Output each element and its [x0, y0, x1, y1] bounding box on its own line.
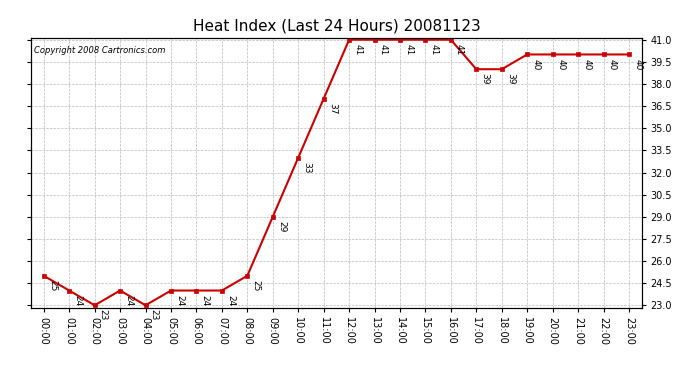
Text: 41: 41: [455, 44, 464, 55]
Text: 41: 41: [353, 44, 362, 55]
Text: 40: 40: [531, 58, 540, 70]
Text: 40: 40: [608, 58, 617, 70]
Text: 29: 29: [277, 221, 286, 232]
Text: 24: 24: [73, 295, 82, 306]
Title: Heat Index (Last 24 Hours) 20081123: Heat Index (Last 24 Hours) 20081123: [193, 18, 480, 33]
Text: 25: 25: [48, 280, 57, 291]
Text: 33: 33: [302, 162, 311, 173]
Text: 41: 41: [430, 44, 439, 55]
Text: 37: 37: [328, 103, 337, 114]
Text: 23: 23: [150, 309, 159, 321]
Text: 39: 39: [506, 74, 515, 85]
Text: 39: 39: [480, 74, 489, 85]
Text: 25: 25: [251, 280, 261, 291]
Text: 41: 41: [379, 44, 388, 55]
Text: 24: 24: [201, 295, 210, 306]
Text: 40: 40: [557, 58, 566, 70]
Text: Copyright 2008 Cartronics.com: Copyright 2008 Cartronics.com: [34, 46, 166, 55]
Text: 23: 23: [99, 309, 108, 321]
Text: 24: 24: [226, 295, 235, 306]
Text: 40: 40: [582, 58, 591, 70]
Text: 24: 24: [124, 295, 133, 306]
Text: 40: 40: [633, 58, 642, 70]
Text: 24: 24: [175, 295, 184, 306]
Text: 41: 41: [404, 44, 413, 55]
